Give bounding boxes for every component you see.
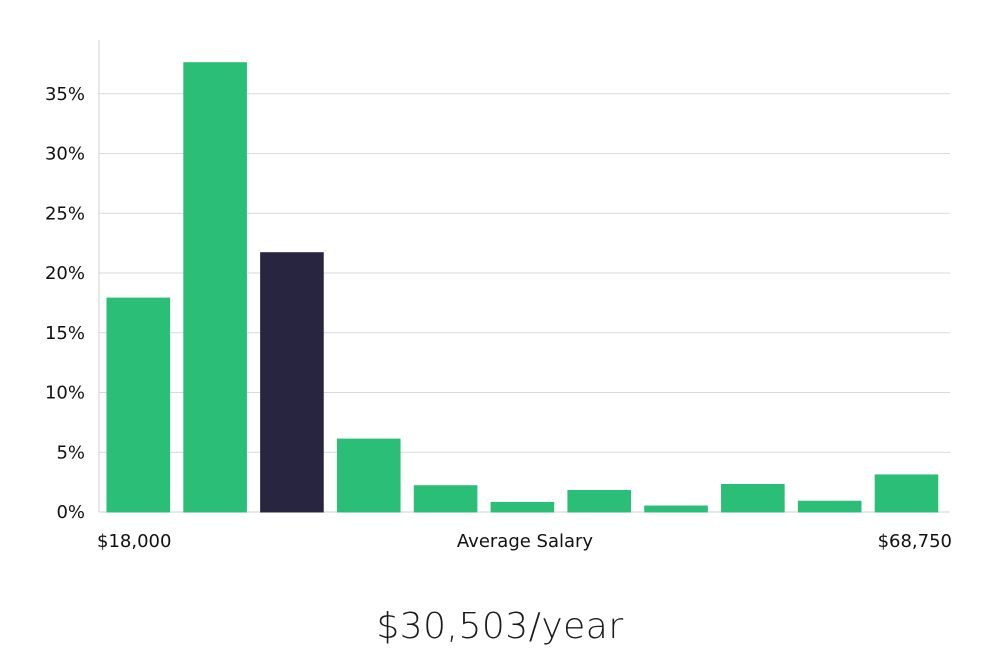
y-tick-labels: 0% 5% 10% 15% 20% 25% 30% 35% [45,84,85,523]
bar [413,485,478,513]
x-max-label: $68,750 [878,531,952,552]
y-tick-label-20: 20% [45,263,85,284]
bar [797,500,862,513]
bar [874,474,939,513]
x-axis-title: Average Salary [457,531,594,552]
y-tick-label-30: 30% [45,144,85,165]
y-tick-label-15: 15% [45,323,85,344]
salary-histogram: 0% 5% 10% 15% 20% 25% 30% 35% $18,000 Average S… [45,40,952,552]
bar-highlighted [260,252,324,513]
bar [567,489,632,513]
bars [106,62,939,513]
x-min-label: $18,000 [97,531,171,552]
bar [721,484,785,513]
y-tick-label-10: 10% [45,383,85,404]
y-tick-label-35: 35% [45,84,85,105]
bar [106,297,171,513]
bar [183,62,247,513]
y-tick-label-5: 5% [56,442,85,463]
bar [644,505,708,513]
y-tick-label-25: 25% [45,203,85,224]
bar [336,438,401,513]
bar [490,501,555,513]
average-salary-figure: $30,503/year [376,606,624,647]
y-tick-label-0: 0% [56,502,85,523]
